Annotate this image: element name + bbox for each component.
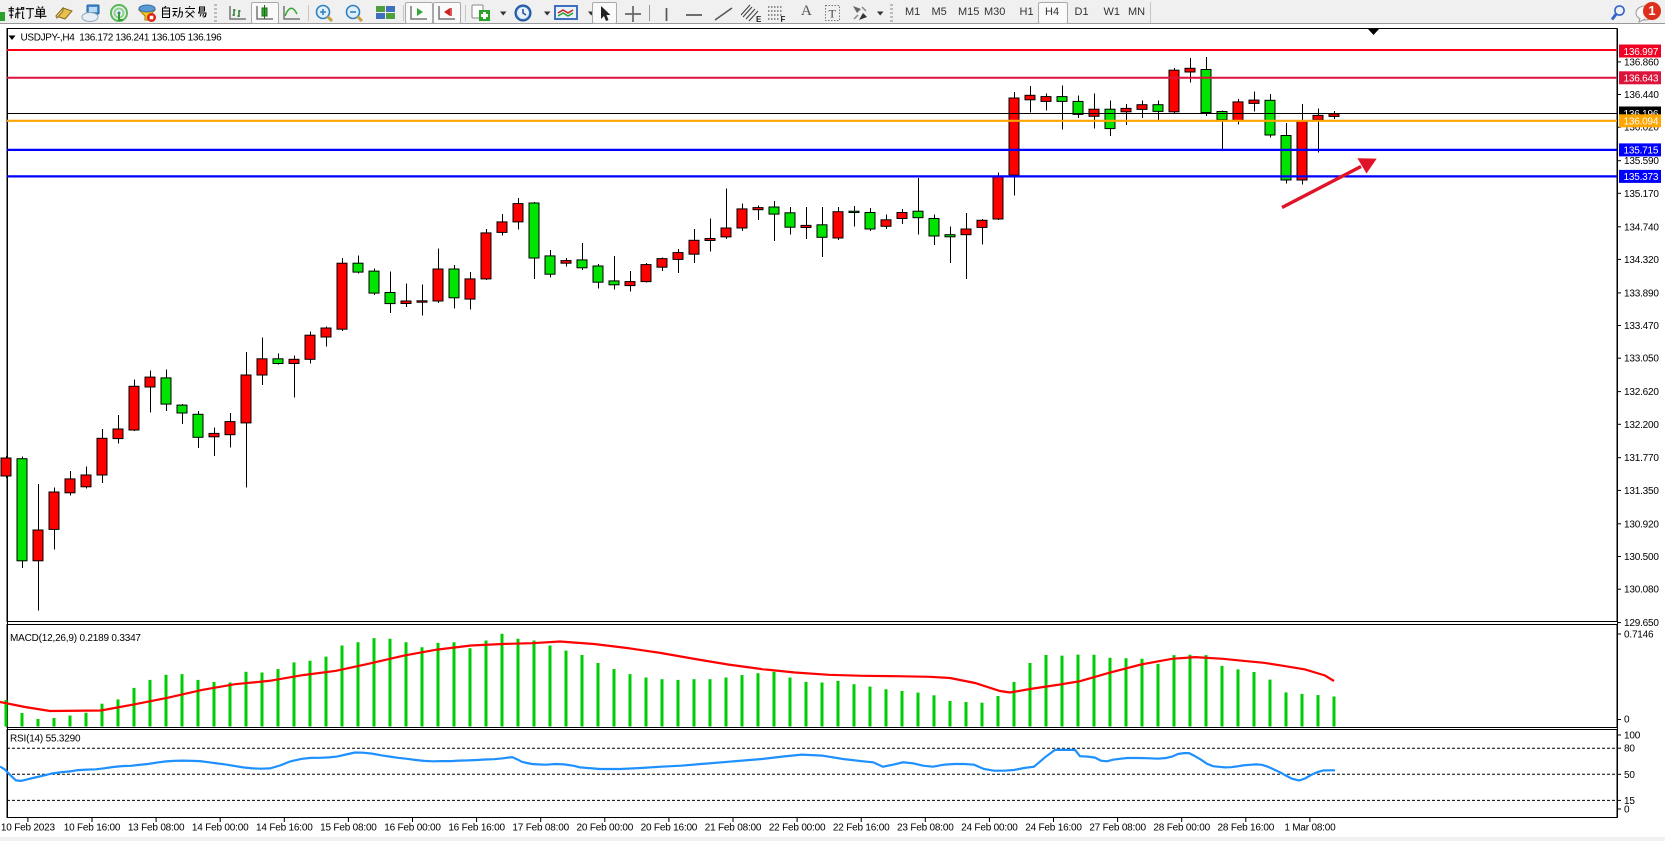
svg-text:24 Feb 16:00: 24 Feb 16:00 (1025, 823, 1082, 834)
svg-text:136.440: 136.440 (1624, 90, 1659, 101)
svg-text:131.770: 131.770 (1624, 453, 1659, 464)
svg-text:136.997: 136.997 (1624, 47, 1659, 58)
svg-text:130.920: 130.920 (1624, 519, 1659, 530)
svg-text:135.373: 135.373 (1624, 172, 1659, 183)
svg-text:0: 0 (1624, 715, 1630, 726)
svg-text:16 Feb 16:00: 16 Feb 16:00 (448, 823, 505, 834)
svg-text:136.094: 136.094 (1624, 117, 1659, 128)
svg-text:22 Feb 00:00: 22 Feb 00:00 (769, 823, 826, 834)
svg-text:24 Feb 00:00: 24 Feb 00:00 (961, 823, 1018, 834)
svg-text:E: E (756, 15, 762, 22)
svg-text:135.170: 135.170 (1624, 189, 1659, 200)
svg-text:21 Feb 08:00: 21 Feb 08:00 (705, 823, 762, 834)
svg-text:133.470: 133.470 (1624, 321, 1659, 332)
svg-text:133.890: 133.890 (1624, 288, 1659, 299)
svg-text:133.050: 133.050 (1624, 354, 1659, 365)
svg-text:28 Feb 16:00: 28 Feb 16:00 (1218, 823, 1275, 834)
svg-text:131.350: 131.350 (1624, 486, 1659, 497)
svg-text:136.020: 136.020 (1624, 123, 1659, 134)
svg-text:RSI(14) 55.3290: RSI(14) 55.3290 (10, 734, 81, 745)
svg-text:20 Feb 16:00: 20 Feb 16:00 (641, 823, 698, 834)
svg-text:10 Feb 16:00: 10 Feb 16:00 (64, 823, 121, 834)
svg-text:135.590: 135.590 (1624, 156, 1659, 167)
svg-text:10 Feb 2023: 10 Feb 2023 (1, 823, 56, 834)
svg-text:129.650: 129.650 (1624, 618, 1659, 629)
svg-text:132.200: 132.200 (1624, 420, 1659, 431)
svg-text:T: T (829, 7, 837, 21)
svg-text:USDJPY-,H4 136.172 136.241 13: USDJPY-,H4 136.172 136.241 136.105 136.1… (21, 33, 223, 44)
svg-text:13 Feb 08:00: 13 Feb 08:00 (128, 823, 185, 834)
svg-text:0: 0 (1624, 805, 1630, 816)
svg-text:28 Feb 00:00: 28 Feb 00:00 (1153, 823, 1210, 834)
svg-text:136.860: 136.860 (1624, 57, 1659, 68)
svg-text:17 Feb 08:00: 17 Feb 08:00 (512, 823, 569, 834)
svg-text:130.500: 130.500 (1624, 552, 1659, 563)
svg-text:100: 100 (1624, 731, 1641, 742)
svg-text:15: 15 (1624, 796, 1635, 807)
svg-text:23 Feb 08:00: 23 Feb 08:00 (897, 823, 954, 834)
svg-text:136.643: 136.643 (1624, 74, 1659, 85)
svg-text:14 Feb 16:00: 14 Feb 16:00 (256, 823, 313, 834)
svg-text:132.620: 132.620 (1624, 387, 1659, 398)
svg-text:1 Mar 08:00: 1 Mar 08:00 (1284, 823, 1336, 834)
svg-text:134.320: 134.320 (1624, 255, 1659, 266)
svg-text:134.740: 134.740 (1624, 222, 1659, 233)
svg-text:MACD(12,26,9) 0.2189 0.3347: MACD(12,26,9) 0.2189 0.3347 (10, 633, 141, 644)
svg-text:F: F (781, 15, 786, 22)
svg-text:130.080: 130.080 (1624, 585, 1659, 596)
svg-text:27 Feb 08:00: 27 Feb 08:00 (1089, 823, 1146, 834)
svg-text:14 Feb 00:00: 14 Feb 00:00 (192, 823, 249, 834)
svg-text:135.715: 135.715 (1624, 146, 1659, 157)
svg-text:22 Feb 16:00: 22 Feb 16:00 (833, 823, 890, 834)
svg-text:80: 80 (1624, 744, 1635, 755)
svg-text:50: 50 (1624, 770, 1635, 781)
svg-text:0.7146: 0.7146 (1624, 630, 1654, 641)
svg-text:20 Feb 00:00: 20 Feb 00:00 (577, 823, 634, 834)
svg-text:16 Feb 00:00: 16 Feb 00:00 (384, 823, 441, 834)
svg-text:15 Feb 08:00: 15 Feb 08:00 (320, 823, 377, 834)
